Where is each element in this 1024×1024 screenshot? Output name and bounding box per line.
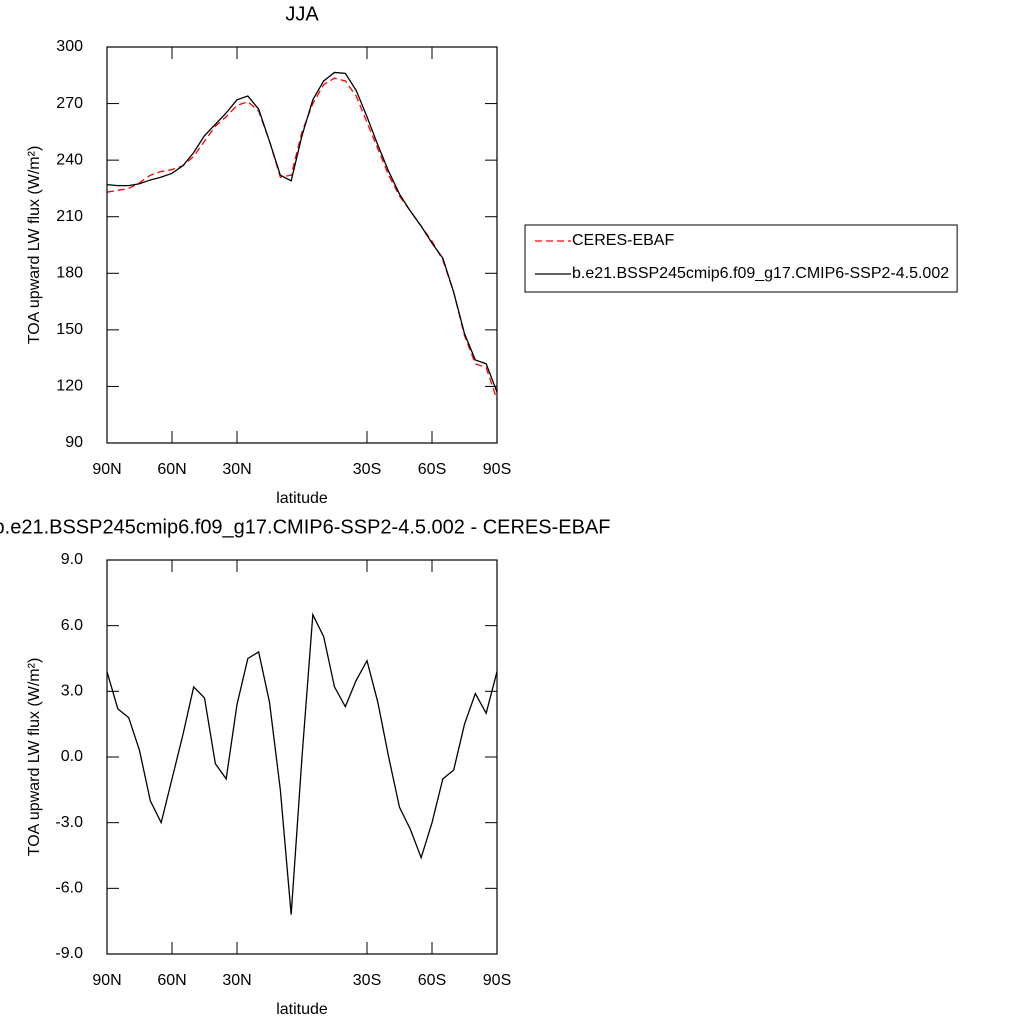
x-tick-label: 60N	[157, 461, 186, 478]
chart-title: b.e21.BSSP245cmip6.f09_g17.CMIP6-SSP2-4.…	[0, 516, 610, 538]
legend-label: b.e21.BSSP245cmip6.f09_g17.CMIP6-SSP2-4.…	[572, 265, 949, 282]
y-tick-label: 150	[56, 321, 83, 338]
x-tick-label: 90S	[483, 972, 511, 989]
y-tick-label: 0.0	[61, 748, 83, 765]
y-axis-label: TOA upward LW flux (W/m²)	[26, 658, 43, 857]
x-axis-label: latitude	[276, 490, 328, 507]
chart-title: JJA	[285, 3, 319, 25]
x-tick-label: 90N	[92, 461, 121, 478]
y-tick-label: 120	[56, 378, 83, 395]
x-tick-label: 30S	[353, 461, 381, 478]
y-tick-label: 90	[65, 434, 83, 451]
y-tick-label: 3.0	[61, 683, 83, 700]
y-tick-label: 180	[56, 265, 83, 282]
legend-label: CERES-EBAF	[572, 232, 674, 249]
x-tick-label: 60S	[418, 972, 446, 989]
y-tick-label: 270	[56, 95, 83, 112]
x-tick-label: 90N	[92, 972, 121, 989]
x-tick-label: 60N	[157, 972, 186, 989]
x-tick-label: 30N	[222, 461, 251, 478]
data-line	[106, 612, 498, 915]
y-tick-label: 210	[56, 208, 83, 225]
x-tick-label: 90S	[483, 461, 511, 478]
data-line	[106, 71, 498, 393]
y-axis-label: TOA upward LW flux (W/m²)	[26, 146, 43, 345]
legend: CERES-EBAF b.e21.BSSP245cmip6.f09_g17.CMI…	[524, 224, 958, 293]
y-tick-label: 6.0	[61, 617, 83, 634]
y-tick-label: -9.0	[55, 945, 83, 962]
y-tick-label: -6.0	[55, 880, 83, 897]
x-tick-label: 60S	[418, 461, 446, 478]
plot-frame	[106, 46, 498, 444]
y-tick-label: -3.0	[55, 814, 83, 831]
y-tick-label: 240	[56, 151, 83, 168]
x-axis-label: latitude	[276, 1001, 328, 1018]
y-tick-label: 9.0	[61, 551, 83, 568]
legend-box	[524, 224, 958, 293]
y-tick-label: 300	[56, 38, 83, 55]
plot-frame	[106, 559, 498, 955]
data-line	[106, 77, 498, 400]
x-tick-label: 30S	[353, 972, 381, 989]
x-tick-label: 30N	[222, 972, 251, 989]
